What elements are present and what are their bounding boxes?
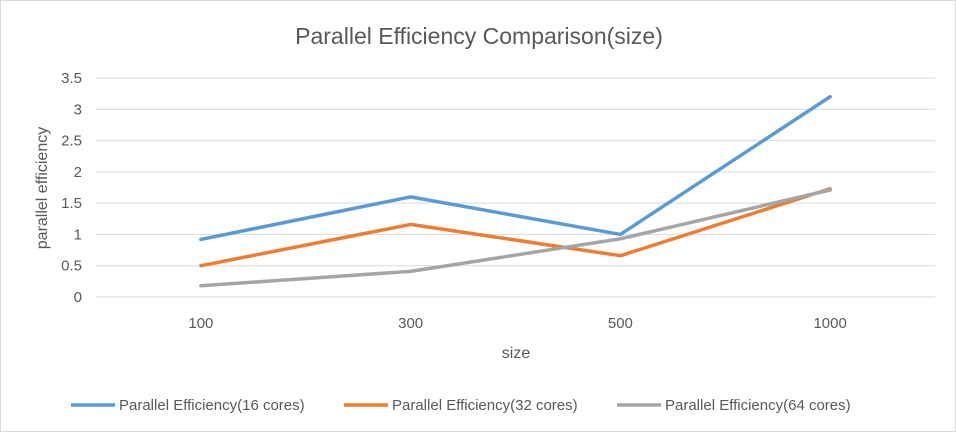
legend: Parallel Efficiency(16 cores) Parallel Ef… bbox=[71, 397, 851, 414]
legend-item: Parallel Efficiency(16 cores) bbox=[71, 397, 305, 414]
chart-title: Parallel Efficiency Comparison(size) bbox=[295, 23, 663, 49]
legend-label: Parallel Efficiency(64 cores) bbox=[665, 397, 851, 414]
series-line-2 bbox=[199, 187, 832, 268]
x-tick-label: 1000 bbox=[813, 315, 846, 332]
y-axis-label: parallel efficiency bbox=[34, 127, 51, 249]
legend-item: Parallel Efficiency(64 cores) bbox=[617, 397, 851, 414]
series-line-1 bbox=[199, 95, 832, 242]
legend-label: Parallel Efficiency(32 cores) bbox=[392, 397, 578, 414]
legend-item: Parallel Efficiency(32 cores) bbox=[344, 397, 578, 414]
y-tick-label: 3.5 bbox=[61, 70, 82, 87]
x-axis-label: size bbox=[502, 345, 531, 362]
x-tick-labels: 100 300 500 1000 bbox=[188, 315, 846, 332]
y-tick-label: 1.5 bbox=[61, 195, 82, 212]
y-tick-label: 2 bbox=[74, 164, 82, 181]
y-tick-label: 2.5 bbox=[61, 133, 82, 150]
y-tick-label: 1 bbox=[74, 226, 82, 243]
x-tick-label: 100 bbox=[188, 315, 213, 332]
series-line-3 bbox=[199, 188, 832, 288]
y-tick-labels: 0 0.5 1 1.5 2 2.5 3 3.5 bbox=[61, 70, 82, 306]
y-tick-label: 0.5 bbox=[61, 258, 82, 275]
legend-label: Parallel Efficiency(16 cores) bbox=[119, 397, 305, 414]
x-tick-label: 300 bbox=[398, 315, 423, 332]
y-tick-label: 3 bbox=[74, 101, 82, 118]
series-lines bbox=[199, 95, 832, 288]
y-tick-label: 0 bbox=[74, 289, 82, 306]
gridlines bbox=[96, 77, 935, 298]
x-tick-label: 500 bbox=[608, 315, 633, 332]
